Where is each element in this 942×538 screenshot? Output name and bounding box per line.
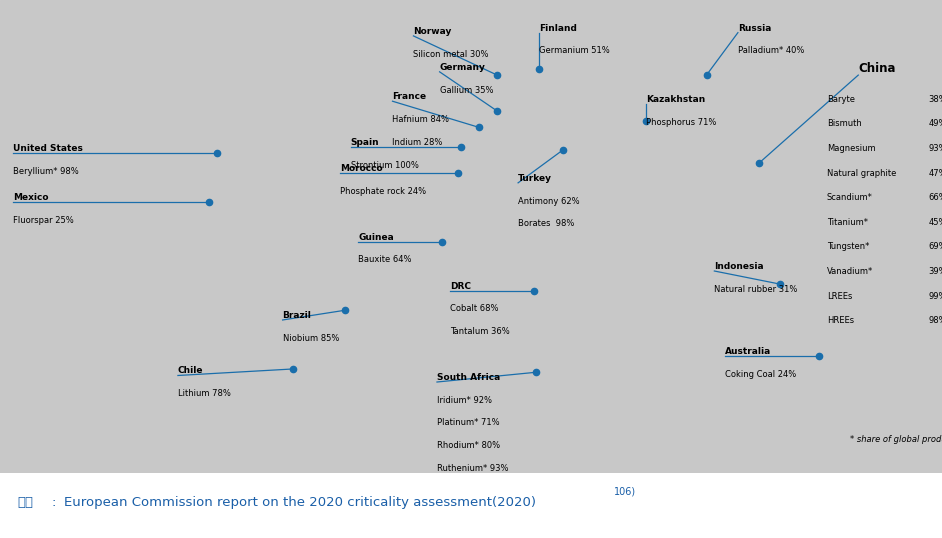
- Text: 38%: 38%: [929, 95, 942, 104]
- Text: Kazakhstan: Kazakhstan: [646, 95, 706, 104]
- Text: Antimony 62%: Antimony 62%: [518, 196, 579, 206]
- Text: 98%: 98%: [929, 316, 942, 325]
- Text: Scandium*: Scandium*: [827, 193, 872, 202]
- Text: Germany: Germany: [440, 63, 485, 72]
- Text: Tantalum 36%: Tantalum 36%: [450, 327, 510, 336]
- Text: Natural rubber 31%: Natural rubber 31%: [714, 285, 798, 294]
- Text: 66%: 66%: [929, 193, 942, 202]
- Text: LREEs: LREEs: [827, 292, 853, 301]
- Text: Indium 28%: Indium 28%: [393, 138, 443, 147]
- Text: Gallium 35%: Gallium 35%: [440, 86, 493, 95]
- Text: Australia: Australia: [724, 347, 771, 356]
- Text: China: China: [858, 62, 896, 75]
- Text: :: :: [52, 496, 60, 509]
- Text: Russia: Russia: [738, 24, 771, 33]
- Text: 47%: 47%: [929, 168, 942, 178]
- Text: Phosphorus 71%: Phosphorus 71%: [646, 118, 717, 127]
- Text: Guinea: Guinea: [359, 232, 395, 242]
- Text: 49%: 49%: [929, 119, 942, 128]
- Text: Vanadium*: Vanadium*: [827, 267, 873, 276]
- Text: Platinum* 71%: Platinum* 71%: [437, 419, 499, 428]
- Text: Bauxite 64%: Bauxite 64%: [359, 256, 412, 264]
- Text: Turkey: Turkey: [518, 174, 552, 183]
- Text: Indonesia: Indonesia: [714, 262, 764, 271]
- Text: 45%: 45%: [929, 218, 942, 227]
- Text: Baryte: Baryte: [827, 95, 855, 104]
- Text: Silicon metal 30%: Silicon metal 30%: [414, 49, 489, 59]
- Text: Hafnium 84%: Hafnium 84%: [393, 115, 449, 124]
- Text: 자료: 자료: [17, 496, 33, 509]
- Text: Brazil: Brazil: [283, 311, 312, 320]
- Text: Coking Coal 24%: Coking Coal 24%: [724, 370, 796, 379]
- Text: France: France: [393, 92, 427, 101]
- Text: Strontium 100%: Strontium 100%: [350, 161, 418, 169]
- Text: Magnesium: Magnesium: [827, 144, 875, 153]
- Text: 106): 106): [614, 486, 636, 497]
- Text: Spain: Spain: [350, 138, 380, 147]
- Text: * share of global production: * share of global production: [851, 435, 942, 444]
- Text: Fluorspar 25%: Fluorspar 25%: [13, 216, 73, 225]
- Text: 93%: 93%: [929, 144, 942, 153]
- Text: Tungsten*: Tungsten*: [827, 243, 869, 251]
- Text: Phosphate rock 24%: Phosphate rock 24%: [340, 187, 427, 196]
- Text: Palladium* 40%: Palladium* 40%: [738, 46, 804, 55]
- Text: DRC: DRC: [450, 281, 471, 291]
- Text: Borates  98%: Borates 98%: [518, 220, 575, 228]
- Text: Beryllium* 98%: Beryllium* 98%: [13, 167, 79, 176]
- Text: Rhodium* 80%: Rhodium* 80%: [437, 441, 500, 450]
- Text: 69%: 69%: [929, 243, 942, 251]
- Text: Germanium 51%: Germanium 51%: [539, 46, 609, 55]
- Text: Niobium 85%: Niobium 85%: [283, 334, 339, 343]
- Text: 99%: 99%: [929, 292, 942, 301]
- Text: Finland: Finland: [539, 24, 577, 33]
- Text: European Commission report on the 2020 criticality assessment(2020): European Commission report on the 2020 c…: [64, 496, 536, 509]
- Text: Natural graphite: Natural graphite: [827, 168, 896, 178]
- Text: Bismuth: Bismuth: [827, 119, 862, 128]
- Text: Lithium 78%: Lithium 78%: [178, 389, 231, 398]
- Text: Ruthenium* 93%: Ruthenium* 93%: [437, 464, 509, 473]
- Text: Norway: Norway: [414, 27, 452, 36]
- Text: HREEs: HREEs: [827, 316, 854, 325]
- Text: Mexico: Mexico: [13, 194, 49, 202]
- Text: United States: United States: [13, 145, 83, 153]
- Text: South Africa: South Africa: [437, 373, 500, 382]
- Text: Iridium* 92%: Iridium* 92%: [437, 396, 492, 405]
- Text: 39%: 39%: [929, 267, 942, 276]
- Text: Chile: Chile: [178, 366, 203, 376]
- Text: Titanium*: Titanium*: [827, 218, 868, 227]
- Text: Morocco: Morocco: [340, 164, 382, 173]
- Text: Cobalt 68%: Cobalt 68%: [450, 305, 498, 313]
